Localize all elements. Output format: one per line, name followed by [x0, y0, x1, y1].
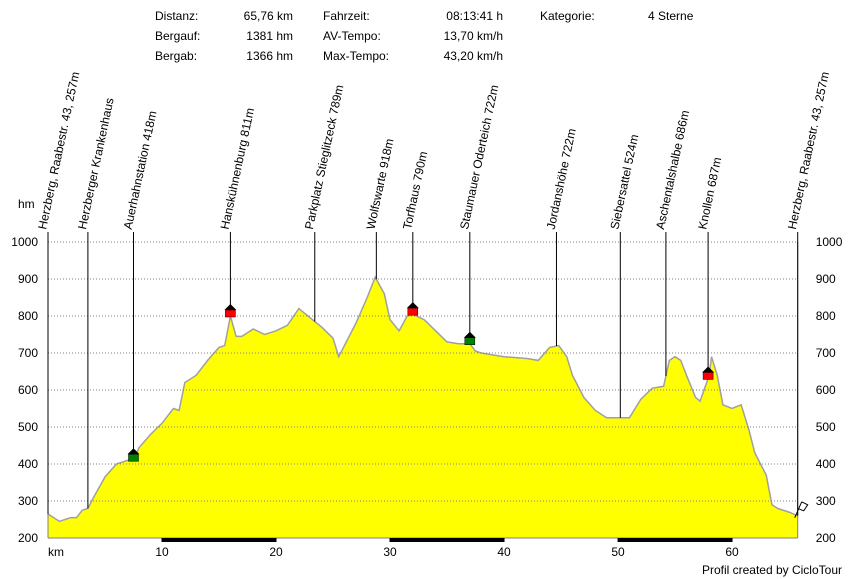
stat-value: 65,76 km [244, 9, 293, 23]
y-tick-label-left: 400 [18, 457, 38, 471]
waypoint-marker [464, 337, 476, 345]
y-axis-label: hm [18, 197, 35, 211]
y-tick-label-right: 800 [816, 309, 836, 323]
y-tick-label-left: 900 [18, 272, 38, 286]
stat-value: 1381 hm [246, 29, 293, 43]
footer: Profil created by CicloTour [702, 563, 842, 577]
x-tick-label: 20 [269, 545, 283, 559]
y-tick-label-left: 600 [18, 383, 38, 397]
stat-value: 43,20 km/h [444, 49, 503, 63]
waypoint-roof [463, 331, 476, 338]
waypoint-roof [224, 304, 237, 310]
stat-value: 1366 hm [246, 49, 293, 63]
y-tick-label-right: 400 [816, 457, 836, 471]
y-tick-label-left: 500 [18, 420, 38, 434]
finish-flag [794, 501, 809, 519]
scale-bar [618, 538, 733, 542]
x-tick-label: 40 [497, 545, 511, 559]
x-tick-label: 50 [611, 545, 625, 559]
stat-label: Bergauf: [155, 29, 200, 43]
elevation-line [47, 275, 798, 523]
y-tick-label-right: 300 [816, 494, 836, 508]
waypoint-marker [407, 307, 419, 316]
waypoint-marker [702, 372, 714, 380]
y-tick-label-right: 600 [816, 383, 836, 397]
y-tick-label-left: 800 [18, 309, 38, 323]
x-tick-label: 10 [155, 545, 169, 559]
y-tick-label-right: 500 [816, 420, 836, 434]
stat-value: 4 Sterne [648, 9, 694, 23]
elevation-area [48, 277, 798, 538]
y-tick-label-left: 1000 [11, 235, 38, 249]
y-tick-label-right: 200 [816, 531, 836, 545]
y-tick-label-right: 900 [816, 272, 836, 286]
waypoint-marker [225, 309, 236, 318]
scale-bar [162, 538, 277, 542]
waypoint-roof [127, 448, 140, 455]
x-tick-label: 30 [383, 545, 397, 559]
y-tick-label-left: 300 [18, 494, 38, 508]
x-axis-label: km [48, 545, 64, 559]
y-tick-label-right: 700 [816, 346, 836, 360]
waypoint-roof [406, 302, 419, 309]
waypoint-marker [128, 454, 139, 462]
y-tick-label-left: 200 [18, 531, 38, 545]
stat-label: Bergab: [155, 49, 197, 63]
scale-bar [390, 538, 505, 542]
stat-label: Max-Tempo: [323, 49, 389, 63]
stat-label: Distanz: [155, 9, 198, 23]
stat-label: Fahrzeit: [323, 9, 370, 23]
waypoint-roof [702, 366, 715, 373]
stat-label: AV-Tempo: [323, 29, 381, 43]
stat-value: 08:13:41 h [446, 9, 503, 23]
y-tick-label-left: 700 [18, 346, 38, 360]
y-tick-label-right: 1000 [816, 235, 843, 249]
stat-value: 13,70 km/h [444, 29, 503, 43]
x-tick-label: 60 [725, 545, 739, 559]
stat-label: Kategorie: [540, 9, 595, 23]
